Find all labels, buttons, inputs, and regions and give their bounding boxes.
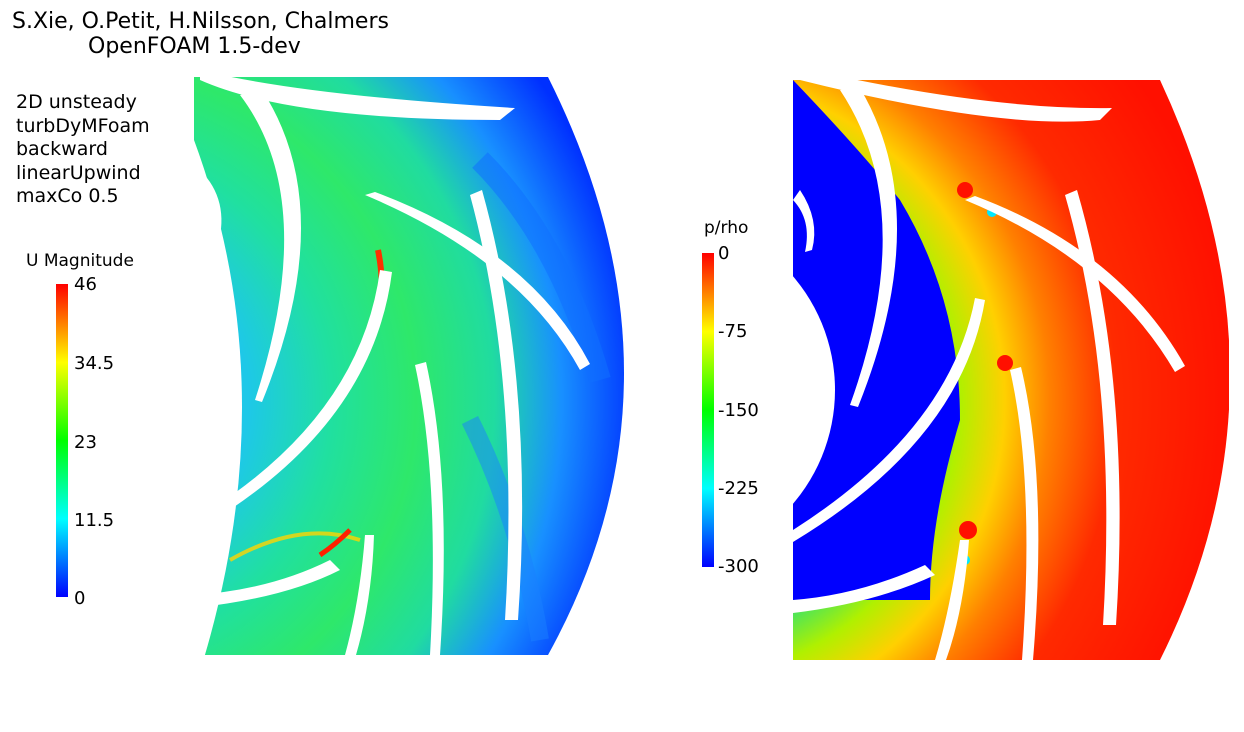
setting-line: linearUpwind xyxy=(16,161,141,184)
velocity-color-bar xyxy=(56,284,68,597)
setting-line: 2D unsteady xyxy=(16,91,137,113)
pressure-color-bar xyxy=(702,253,714,567)
velocity-tick: 23 xyxy=(74,432,97,453)
velocity-field-plot xyxy=(194,77,624,655)
pressure-tick: -225 xyxy=(718,478,759,499)
software-version: OpenFOAM 1.5-dev xyxy=(88,34,301,59)
simulation-settings: 2D unsteady turbDyMFoam backward linearU… xyxy=(16,91,150,209)
setting-line: turbDyMFoam xyxy=(16,114,150,137)
velocity-tick: 34.5 xyxy=(74,353,115,374)
impeller-blades xyxy=(793,80,1185,660)
velocity-contour xyxy=(194,77,624,655)
pressure-field-plot xyxy=(793,80,1229,660)
velocity-tick: 11.5 xyxy=(74,510,115,531)
pressure-tick: -300 xyxy=(718,556,759,577)
setting-line: maxCo 0.5 xyxy=(16,185,119,207)
velocity-tick: 46 xyxy=(74,274,97,295)
pressure-tick: -150 xyxy=(718,400,759,421)
velocity-legend-title: U Magnitude xyxy=(26,251,134,271)
credits-text: S.Xie, O.Petit, H.Nilsson, Chalmers xyxy=(12,9,389,34)
pressure-tick: 0 xyxy=(718,243,730,264)
velocity-tick: 0 xyxy=(74,588,86,609)
pressure-legend-title: p/rho xyxy=(704,218,749,238)
impeller-blades xyxy=(194,77,590,655)
setting-line: backward xyxy=(16,138,108,160)
pressure-tick: -75 xyxy=(718,321,748,342)
